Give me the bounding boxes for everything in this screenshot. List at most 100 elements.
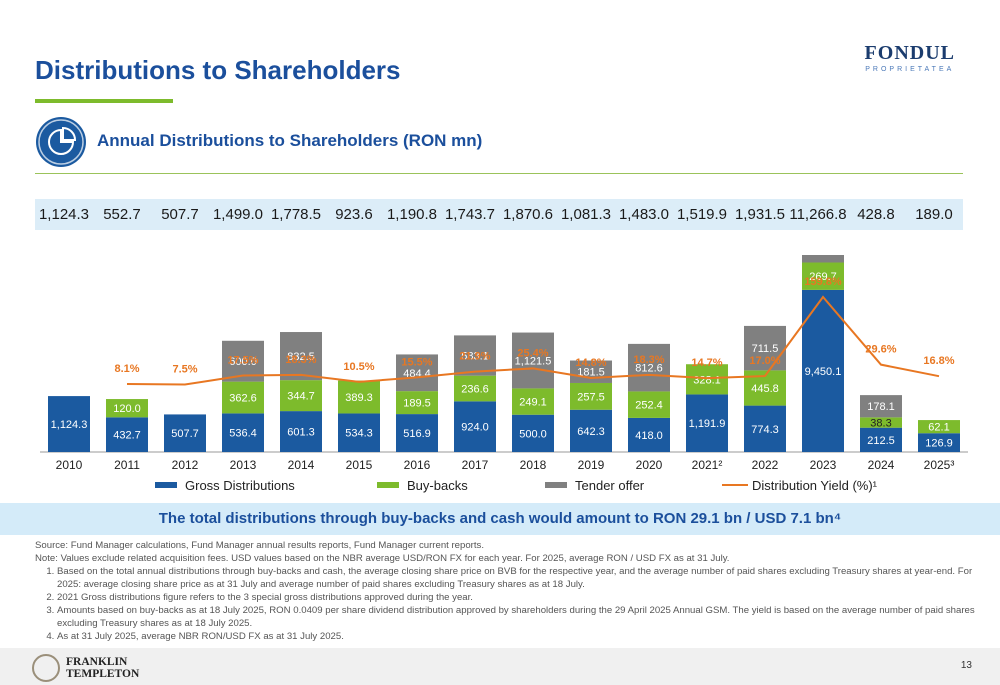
- section-title: Annual Distributions to Shareholders (RO…: [97, 131, 483, 150]
- bar-data-label: 601.3: [287, 427, 315, 439]
- annual-total-cell: 1,499.0: [212, 206, 264, 223]
- footnote-4: As at 31 July 2025, average NBR RON/USD …: [57, 630, 985, 643]
- bar-tender: [860, 395, 902, 418]
- bar-gross: [222, 413, 264, 452]
- annual-total-cell: 189.0: [915, 206, 953, 223]
- bar-data-label: 189.5: [403, 398, 431, 410]
- bar-tender: [454, 335, 496, 376]
- bar-data-label: 9,450.1: [805, 366, 842, 378]
- bar-gross: [164, 414, 206, 452]
- bar-data-label: 1,191.9: [689, 418, 726, 430]
- yield-data-label: 16.8%: [923, 355, 954, 367]
- legend-swatch: [545, 482, 567, 488]
- annual-total-cell: 1,190.8: [386, 206, 438, 223]
- bar-data-label: 507.7: [171, 428, 199, 440]
- bar-buyback: [802, 262, 844, 290]
- bar-data-label: 181.5: [577, 367, 605, 379]
- bar-data-label: 642.3: [577, 426, 605, 438]
- bar-data-label: 583.1: [461, 351, 489, 363]
- ft-seal-icon: [32, 654, 60, 682]
- bar-data-label: 418.0: [635, 430, 663, 442]
- footnote-2: 2021 Gross distributions figure refers t…: [57, 591, 985, 604]
- yield-data-label: 15.5%: [401, 356, 432, 368]
- bar-tender: [628, 343, 670, 392]
- annual-total-cell: 1,743.7: [444, 206, 496, 223]
- legend-swatch: [377, 482, 399, 488]
- general-note: Note: Values exclude related acquisition…: [35, 553, 730, 564]
- bar-gross: [338, 413, 380, 452]
- bar-buyback: [280, 380, 322, 412]
- footnote-3: Amounts based on buy-backs as at 18 July…: [57, 604, 985, 630]
- footnote-1: Based on the total annual distributions …: [57, 565, 985, 591]
- bar-tender: [396, 354, 438, 392]
- x-tick-label: 2025³: [924, 458, 955, 472]
- ft-logo-line2: TEMPLETON: [66, 668, 140, 680]
- bar-buyback: [222, 381, 264, 414]
- bar-data-label: 832.5: [287, 351, 315, 363]
- yield-line: [126, 295, 940, 386]
- yield-data-label: 18.3%: [633, 354, 664, 366]
- legend-label: Gross Distributions: [185, 478, 295, 493]
- x-tick-label: 2024: [868, 458, 895, 472]
- bar-data-label: 389.3: [345, 392, 373, 404]
- bar-data-label: 344.7: [287, 391, 315, 403]
- yield-data-label: 159.8%: [804, 276, 842, 288]
- page-title: Distributions to Shareholders: [35, 55, 401, 85]
- bar-gross: [744, 405, 786, 452]
- x-tick-label: 2013: [230, 458, 257, 472]
- legend-label: Buy-backs: [407, 478, 468, 493]
- yield-data-label: 8.1%: [114, 363, 139, 375]
- annual-total-cell: 923.6: [335, 206, 373, 223]
- bar-buyback: [918, 420, 960, 434]
- bar-buyback: [454, 375, 496, 402]
- yield-data-label: 25.4%: [517, 347, 548, 359]
- yield-data-label: 17.0%: [749, 355, 780, 367]
- annual-total-cell: 1,483.0: [618, 206, 670, 223]
- franklin-templeton-logo: FRANKLIN TEMPLETON: [32, 654, 139, 682]
- bar-tender: [512, 332, 554, 389]
- bar-data-label: 328.1: [693, 374, 721, 386]
- yield-data-label: 21.9%: [459, 351, 490, 363]
- x-tick-label: 2011: [114, 458, 140, 472]
- bar-buyback: [106, 399, 148, 418]
- bar-data-label: 924.0: [461, 422, 489, 434]
- annual-total-cell: 1,870.6: [502, 206, 554, 223]
- annual-totals-row: 1,124.3 552.7 507.7 1,499.0 1,778.5 923.6 1,19…: [35, 199, 963, 230]
- bar-gross: [686, 394, 728, 452]
- bar-data-label: 812.6: [635, 363, 663, 375]
- bar-buyback: [628, 391, 670, 418]
- x-tick-label: 2022: [752, 458, 779, 472]
- yield-data-label: 17.5%: [227, 355, 258, 367]
- bar-data-label: 445.8: [751, 383, 779, 395]
- bar-buyback: [396, 391, 438, 415]
- bar-gross: [512, 414, 554, 452]
- bar-data-label: 257.5: [577, 391, 605, 403]
- bar-data-label: 269.7: [809, 271, 837, 283]
- footnotes: Source: Fund Manager calculations, Fund …: [35, 539, 985, 643]
- bar-buyback: [338, 380, 380, 414]
- bar-buyback: [512, 388, 554, 415]
- x-tick-label: 2016: [404, 458, 431, 472]
- bar-data-label: 536.4: [229, 428, 257, 440]
- yield-data-label: 10.5%: [343, 361, 374, 373]
- annual-total-cell: 1,778.5: [270, 206, 322, 223]
- bar-gross: [454, 401, 496, 452]
- x-tick-label: 2010: [56, 458, 83, 472]
- yield-data-label: 18.3%: [285, 354, 316, 366]
- bar-gross: [396, 414, 438, 452]
- bar-data-label: 1,124.3: [51, 419, 88, 431]
- bar-data-label: 516.9: [403, 428, 431, 440]
- annual-total-cell: 428.8: [857, 206, 895, 223]
- bar-data-label: 126.9: [925, 438, 953, 450]
- section-divider: [35, 173, 963, 174]
- bar-gross: [918, 433, 960, 452]
- bar-data-label: 711.5: [752, 343, 779, 355]
- yield-data-label: 7.5%: [172, 364, 197, 376]
- logo-main-text: FONDUL: [864, 42, 955, 64]
- bar-tender: [802, 255, 844, 263]
- bar-gross: [570, 409, 612, 452]
- bar-buyback: [570, 382, 612, 410]
- bar-data-label: 600.0: [229, 356, 257, 368]
- yield-data-label: 14.7%: [691, 357, 722, 369]
- x-tick-label: 2017: [462, 458, 489, 472]
